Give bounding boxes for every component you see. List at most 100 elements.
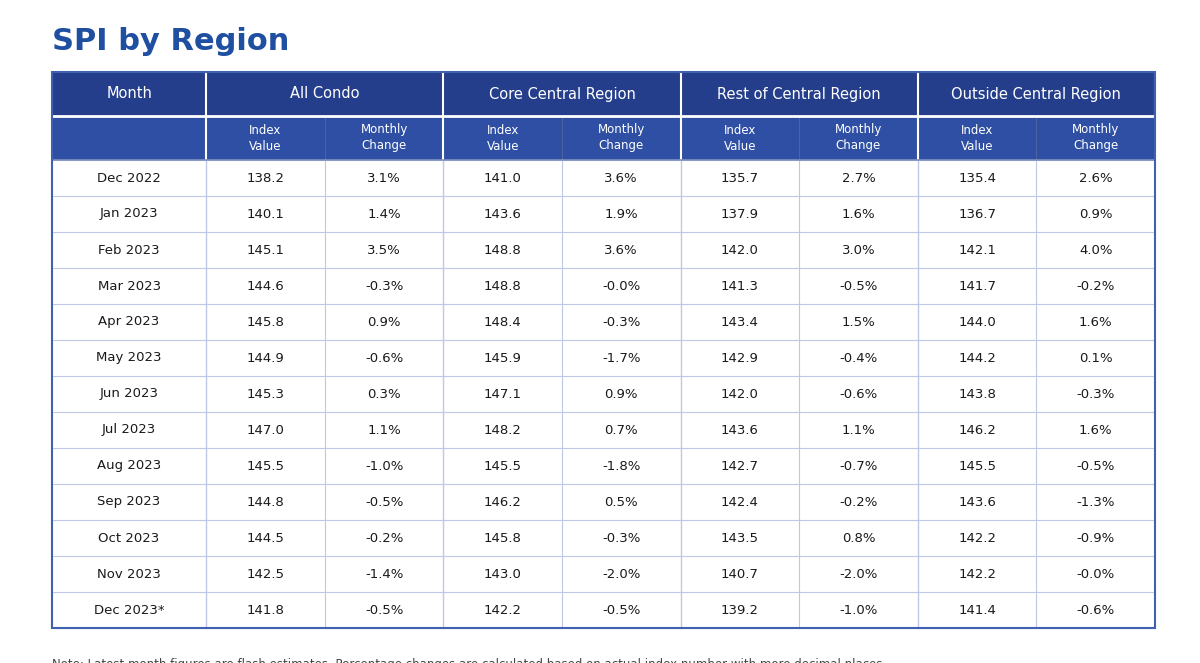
Bar	[52, 412, 1154, 448]
Bar	[52, 376, 1154, 412]
Text: 0.8%: 0.8%	[841, 532, 875, 544]
Text: Dec 2023*: Dec 2023*	[94, 603, 164, 617]
Text: 3.6%: 3.6%	[605, 172, 638, 184]
Text: -1.0%: -1.0%	[839, 603, 877, 617]
Text: 145.9: 145.9	[484, 351, 522, 365]
Text: -0.2%: -0.2%	[839, 495, 877, 509]
Text: 142.0: 142.0	[721, 243, 758, 257]
Text: 145.8: 145.8	[246, 316, 284, 328]
Text: 0.9%: 0.9%	[367, 316, 401, 328]
Text: 144.8: 144.8	[247, 495, 284, 509]
Text: 147.1: 147.1	[484, 387, 522, 400]
Text: 144.2: 144.2	[958, 351, 996, 365]
Text: 148.2: 148.2	[484, 424, 522, 436]
Text: 141.4: 141.4	[958, 603, 996, 617]
Text: -0.0%: -0.0%	[1076, 568, 1115, 581]
Text: -0.3%: -0.3%	[602, 316, 641, 328]
Text: Monthly
Change: Monthly Change	[598, 123, 644, 152]
Text: 142.5: 142.5	[246, 568, 284, 581]
Text: 148.8: 148.8	[484, 243, 522, 257]
Text: All Condo: All Condo	[290, 86, 360, 101]
Text: 140.7: 140.7	[721, 568, 758, 581]
Text: -2.0%: -2.0%	[602, 568, 641, 581]
Text: 143.6: 143.6	[958, 495, 996, 509]
Text: 146.2: 146.2	[958, 424, 996, 436]
Text: 0.9%: 0.9%	[605, 387, 638, 400]
Text: -0.5%: -0.5%	[365, 603, 403, 617]
Text: 142.1: 142.1	[958, 243, 996, 257]
Text: 2.6%: 2.6%	[1079, 172, 1112, 184]
Text: -0.0%: -0.0%	[602, 280, 641, 292]
Text: 141.8: 141.8	[246, 603, 284, 617]
Text: Index
Value: Index Value	[724, 123, 756, 152]
Text: -0.2%: -0.2%	[365, 532, 403, 544]
Text: 145.5: 145.5	[246, 459, 284, 473]
Bar	[52, 196, 1154, 232]
Text: 135.7: 135.7	[721, 172, 758, 184]
Text: 142.4: 142.4	[721, 495, 758, 509]
Text: 3.6%: 3.6%	[605, 243, 638, 257]
Bar	[52, 448, 1154, 484]
Text: Monthly
Change: Monthly Change	[835, 123, 882, 152]
Text: 143.6: 143.6	[484, 208, 522, 221]
Text: May 2023: May 2023	[96, 351, 162, 365]
Text: Month: Month	[106, 86, 152, 101]
Text: Feb 2023: Feb 2023	[98, 243, 160, 257]
Text: Monthly
Change: Monthly Change	[360, 123, 408, 152]
Text: SPI by Region: SPI by Region	[52, 27, 289, 56]
Text: 1.6%: 1.6%	[1079, 316, 1112, 328]
Text: 4.0%: 4.0%	[1079, 243, 1112, 257]
Text: 141.3: 141.3	[721, 280, 758, 292]
Bar	[52, 304, 1154, 340]
Text: 145.3: 145.3	[246, 387, 284, 400]
Bar	[52, 592, 1154, 628]
Text: -0.3%: -0.3%	[1076, 387, 1115, 400]
Text: 1.6%: 1.6%	[841, 208, 875, 221]
Text: -2.0%: -2.0%	[839, 568, 877, 581]
Text: -1.8%: -1.8%	[602, 459, 641, 473]
Bar	[52, 556, 1154, 592]
Bar	[52, 232, 1154, 268]
Text: 147.0: 147.0	[246, 424, 284, 436]
Text: 138.2: 138.2	[246, 172, 284, 184]
Text: Outside Central Region: Outside Central Region	[952, 86, 1121, 101]
Text: 0.9%: 0.9%	[1079, 208, 1112, 221]
Text: Oct 2023: Oct 2023	[98, 532, 160, 544]
Text: 142.2: 142.2	[958, 532, 996, 544]
Text: 145.5: 145.5	[484, 459, 522, 473]
Text: -0.6%: -0.6%	[839, 387, 877, 400]
Text: 143.6: 143.6	[721, 424, 758, 436]
Text: Rest of Central Region: Rest of Central Region	[718, 86, 881, 101]
Text: 1.4%: 1.4%	[367, 208, 401, 221]
Text: 1.1%: 1.1%	[841, 424, 875, 436]
Text: 3.5%: 3.5%	[367, 243, 401, 257]
Text: 145.5: 145.5	[958, 459, 996, 473]
Text: -0.5%: -0.5%	[839, 280, 877, 292]
Text: -1.4%: -1.4%	[365, 568, 403, 581]
Text: Nov 2023: Nov 2023	[97, 568, 161, 581]
Text: 0.7%: 0.7%	[605, 424, 638, 436]
Text: 148.4: 148.4	[484, 316, 522, 328]
Text: 142.2: 142.2	[484, 603, 522, 617]
Text: 140.1: 140.1	[246, 208, 284, 221]
Text: Note: Latest month figures are flash estimates. Percentage changes are calculate: Note: Latest month figures are flash est…	[52, 658, 882, 663]
Text: 145.8: 145.8	[484, 532, 522, 544]
Bar	[52, 160, 1154, 196]
Text: 143.8: 143.8	[958, 387, 996, 400]
Text: Jun 2023: Jun 2023	[100, 387, 158, 400]
Text: -0.9%: -0.9%	[1076, 532, 1115, 544]
Text: Index
Value: Index Value	[486, 123, 518, 152]
Bar	[52, 484, 1154, 520]
Text: 0.1%: 0.1%	[1079, 351, 1112, 365]
Text: Mar 2023: Mar 2023	[97, 280, 161, 292]
Text: Jul 2023: Jul 2023	[102, 424, 156, 436]
Text: 0.5%: 0.5%	[605, 495, 638, 509]
Text: -1.3%: -1.3%	[1076, 495, 1115, 509]
Text: 136.7: 136.7	[958, 208, 996, 221]
Text: 139.2: 139.2	[721, 603, 758, 617]
Bar	[52, 340, 1154, 376]
Text: 141.0: 141.0	[484, 172, 522, 184]
Text: -0.3%: -0.3%	[602, 532, 641, 544]
Text: 143.0: 143.0	[484, 568, 522, 581]
Text: 142.2: 142.2	[958, 568, 996, 581]
